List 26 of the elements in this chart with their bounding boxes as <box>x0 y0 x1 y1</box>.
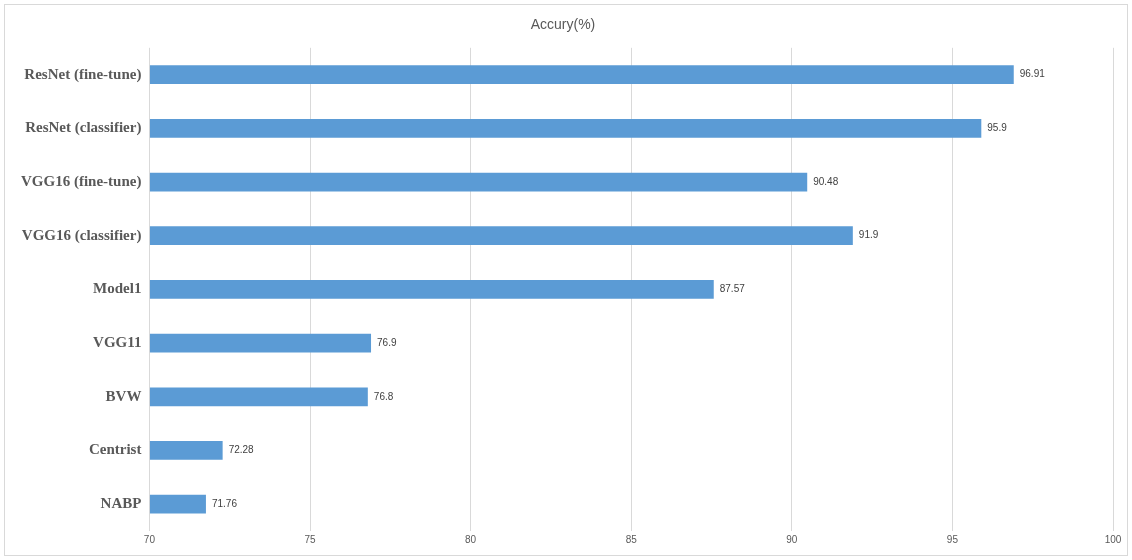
data-label: 76.8 <box>373 390 394 402</box>
data-label: 76.9 <box>377 336 397 348</box>
data-label: 96.91 <box>1019 68 1046 80</box>
data-label: 72.28 <box>228 444 255 456</box>
y-tick-label: ResNet (classifier) <box>25 119 142 137</box>
y-tick-label: VGG16 (fine-tune) <box>21 172 142 190</box>
y-tick-label: Centrist <box>88 441 142 458</box>
y-tick-label: ResNet (fine-tune) <box>24 65 142 83</box>
x-tick-label: 70 <box>143 533 156 545</box>
data-label: 71.76 <box>211 497 238 509</box>
y-tick-label: VGG16 (classifier) <box>21 226 142 244</box>
y-tick-label: VGG11 <box>93 333 142 350</box>
x-tick-label: 90 <box>786 533 798 545</box>
chart-title: Accury(%) <box>530 16 596 33</box>
y-tick-label: NABP <box>100 495 142 512</box>
y-tick-label: Model1 <box>93 280 142 297</box>
data-label: 91.9 <box>858 229 879 241</box>
x-tick-label: 95 <box>946 533 959 545</box>
x-tick-label: 85 <box>625 533 638 545</box>
x-tick-label: 75 <box>304 533 316 545</box>
data-label: 95.9 <box>987 122 1008 134</box>
y-tick-label: BVW <box>105 387 142 404</box>
data-label: 87.57 <box>719 283 746 295</box>
x-tick-label: 80 <box>465 533 477 545</box>
data-label: 90.48 <box>813 175 839 187</box>
x-tick-label: 100 <box>1104 533 1122 545</box>
